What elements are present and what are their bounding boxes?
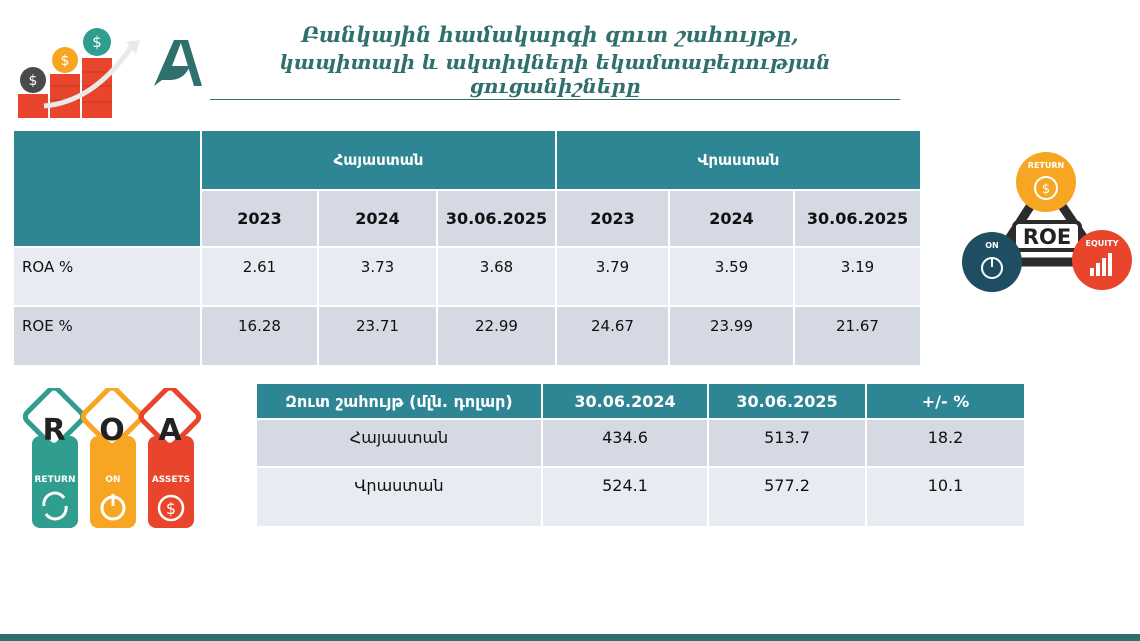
table-cell: 2.61 [200,246,317,305]
table-cell: 22.99 [436,305,555,365]
table-cell: 23.71 [317,305,436,365]
row-label: ROE % [14,305,200,365]
table-cell: 434.6 [541,418,707,466]
table-row: Հայաստան 434.6 513.7 18.2 [257,418,1024,466]
cycle-icon: R RETURN [22,388,86,528]
table-cell: 21.67 [793,305,920,365]
table-cell: 24.67 [555,305,668,365]
table-cell: 3.19 [793,246,920,305]
svg-text:$: $ [166,499,176,518]
period-header: 2023 [555,189,668,246]
roa-letter-r: R [42,413,65,448]
table-cell: 3.68 [436,246,555,305]
roe-center-text: ROE [1023,225,1071,249]
svg-text:$: $ [61,53,70,69]
row-label: Վրաստան [257,466,541,526]
dollar-icon: RETURN $ [1016,152,1076,212]
table-cell: 524.1 [541,466,707,526]
roa-label-return: RETURN [35,475,76,485]
footer-bar [0,634,1140,641]
column-header: +/- % [865,384,1024,418]
svg-text:$: $ [1042,182,1050,197]
title-line-1: Բանկային համակարգի զուտ շահույթը, [301,22,799,47]
country-header-armenia: Հայաստան [200,131,555,189]
svg-text:$: $ [29,73,38,89]
table-cell: 23.99 [668,305,793,365]
svg-text:$: $ [92,33,102,51]
period-header: 2023 [200,189,317,246]
roa-label-assets: ASSETS [152,475,190,485]
period-header: 30.06.2025 [436,189,555,246]
table-cell: 16.28 [200,305,317,365]
table-cell: 513.7 [707,418,865,466]
dollar-icon: A ASSETS $ [138,388,202,528]
period-header: 30.06.2025 [793,189,920,246]
table-cell: 577.2 [707,466,865,526]
table-cell: 3.73 [317,246,436,305]
period-header: 2024 [668,189,793,246]
row-label: ROA % [14,246,200,305]
roe-label-equity: EQUITY [1086,239,1119,248]
roe-graphic: ROE RETURN $ ON EQUITY [962,152,1132,292]
column-header: 30.06.2025 [707,384,865,418]
period-header: 2024 [317,189,436,246]
power-icon: O ON [80,388,144,528]
logo-icon [154,40,202,86]
table-cell: 3.59 [668,246,793,305]
roa-letter-o: O [99,413,125,448]
coins-growth-icon: $ $ $ [18,28,140,118]
bar-chart-icon: EQUITY [1072,230,1132,290]
column-header: Զուտ շահույթ (մլն. դոլար) [257,384,541,418]
title-line-2: կապիտալի և ակտիվների եկամտաբերության ցու… [210,50,900,100]
roa-roe-table: Հայաստան Վրաստան 2023 2024 30.06.2025 20… [14,131,920,365]
roe-label-on: ON [985,241,999,250]
roa-graphic: R RETURN O ON A ASSETS $ [22,388,202,528]
country-header-georgia: Վրաստան [555,131,920,189]
roa-label-on: ON [105,475,120,485]
table-cell: 18.2 [865,418,1024,466]
column-header: 30.06.2024 [541,384,707,418]
table-cell: 3.79 [555,246,668,305]
roe-label-return: RETURN [1028,161,1064,170]
roa-letter-a: A [158,413,182,448]
row-label: Հայաստան [257,418,541,466]
power-icon: ON [962,232,1022,292]
table-row: ROE % 16.28 23.71 22.99 24.67 23.99 21.6… [14,305,920,365]
net-profit-table: Զուտ շահույթ (մլն. դոլար) 30.06.2024 30.… [257,384,1024,526]
table-cell: 10.1 [865,466,1024,526]
table-row: Վրաստան 524.1 577.2 10.1 [257,466,1024,526]
table-row: ROA % 2.61 3.73 3.68 3.79 3.59 3.19 [14,246,920,305]
table-corner [14,131,200,246]
